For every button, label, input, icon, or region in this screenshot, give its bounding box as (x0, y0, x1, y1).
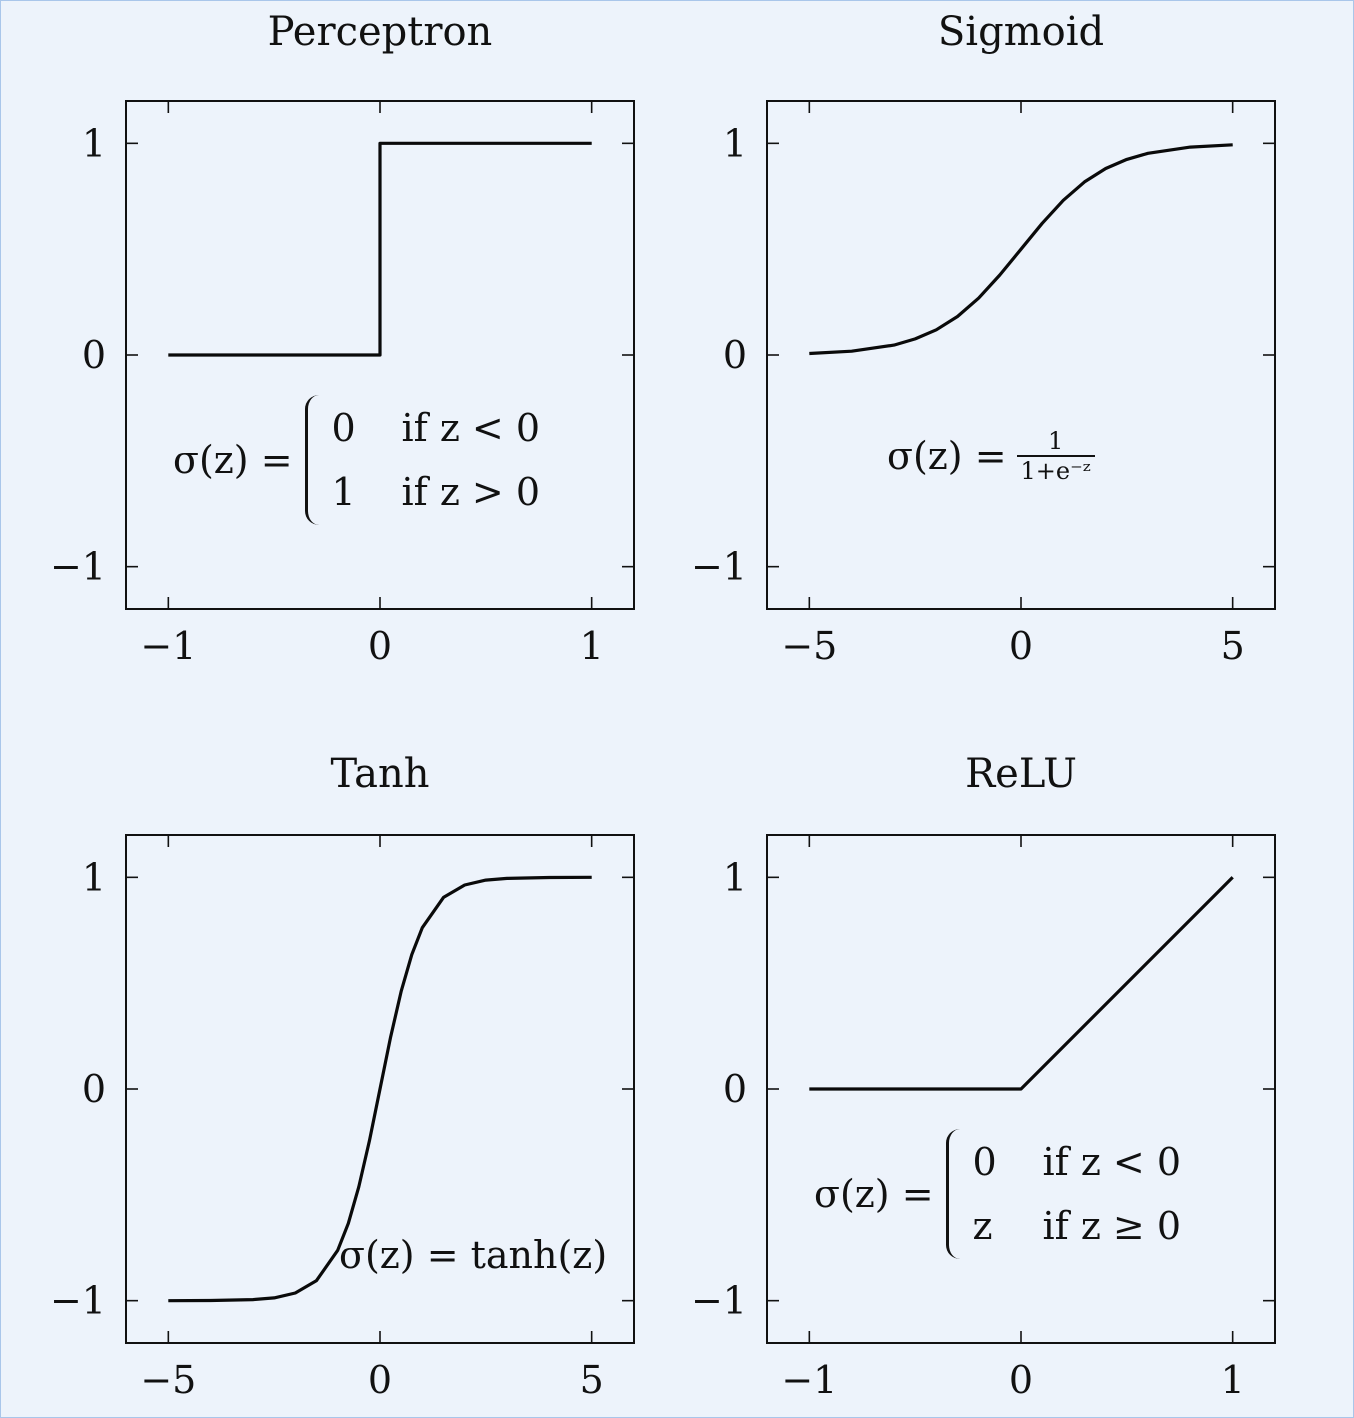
tanh-curve (168, 875, 592, 1303)
relu-panel: ReLU −1 0 1 −1 0 1 (691, 751, 1276, 1402)
tanh-y-tick-label: 1 (82, 855, 106, 899)
perceptron-formula-brace (304, 395, 322, 525)
relu-case-value: z (972, 1204, 993, 1248)
tanh-y-tick-label: 0 (82, 1067, 106, 1111)
tanh-formula: σ(z) = tanh(z) (339, 1233, 608, 1277)
relu-case-row: 0 if z < 0 (973, 1140, 1182, 1184)
relu-case-row: z if z ≥ 0 (973, 1204, 1182, 1248)
sigmoid-y-tick-label: 1 (723, 121, 747, 165)
perceptron-case-condition: if z > 0 (401, 470, 541, 514)
relu-y-tick-label: −1 (691, 1279, 747, 1323)
perceptron-y-tick-label: 0 (82, 333, 106, 377)
relu-x-tick-label: 0 (1009, 1358, 1033, 1402)
sigmoid-curve (809, 143, 1233, 356)
sigmoid-formula-denominator: 1+e⁻ᶻ (1016, 455, 1095, 485)
sigmoid-y-tick-label: 0 (723, 333, 747, 377)
sigmoid-formula-lhs: σ(z) = (887, 434, 1007, 478)
relu-formula: σ(z) = 0 if z < 0 z if z ≥ 0 (814, 1129, 1181, 1259)
perceptron-case-row: 1 if z > 0 (332, 470, 541, 514)
sigmoid-formula-numerator: 1 (1047, 427, 1064, 455)
relu-case-condition: if z ≥ 0 (1042, 1204, 1182, 1248)
relu-case-condition: if z < 0 (1042, 1140, 1182, 1184)
relu-formula-brace (945, 1129, 963, 1259)
relu-case-value: 0 (972, 1140, 997, 1184)
relu-curve (809, 876, 1234, 1091)
sigmoid-x-tick-label: −5 (781, 624, 837, 668)
perceptron-title: Perceptron (268, 9, 493, 55)
perceptron-curve (168, 141, 592, 357)
perceptron-case-value: 0 (331, 406, 356, 450)
tanh-x-tick-label: 5 (580, 1358, 604, 1402)
perceptron-x-tick-label: 0 (368, 624, 392, 668)
relu-x-tick-label: 1 (1221, 1358, 1245, 1402)
sigmoid-axes-frame (766, 100, 1276, 610)
tanh-x-tick-label: 0 (368, 1358, 392, 1402)
relu-x-tick-label: −1 (781, 1358, 837, 1402)
sigmoid-x-tick-label: 0 (1009, 624, 1033, 668)
perceptron-case-row: 0 if z < 0 (332, 406, 541, 450)
perceptron-case-condition: if z < 0 (401, 406, 541, 450)
relu-y-tick-label: 1 (723, 855, 747, 899)
perceptron-y-tick-label: −1 (50, 545, 106, 589)
sigmoid-formula: σ(z) = 1 1+e⁻ᶻ (887, 427, 1095, 485)
perceptron-panel: Perceptron −1 0 1 −1 0 1 (50, 9, 635, 668)
sigmoid-formula-fraction: 1 1+e⁻ᶻ (1016, 427, 1095, 485)
sigmoid-panel: Sigmoid −5 0 5 −1 0 1 (691, 9, 1276, 668)
sigmoid-x-tick-label: 5 (1221, 624, 1245, 668)
perceptron-formula: σ(z) = 0 if z < 0 1 if z > 0 (173, 395, 540, 525)
tanh-title: Tanh (331, 751, 430, 797)
perceptron-y-tick-label: 1 (82, 121, 106, 165)
tanh-panel: Tanh −5 0 5 −1 0 1 (50, 751, 635, 1402)
perceptron-formula-lhs: σ(z) = (173, 438, 293, 482)
perceptron-x-tick-label: −1 (140, 624, 196, 668)
sigmoid-title: Sigmoid (938, 9, 1104, 55)
tanh-y-tick-label: −1 (50, 1279, 106, 1323)
relu-title: ReLU (965, 751, 1077, 797)
sigmoid-y-tick-label: −1 (691, 545, 747, 589)
relu-formula-lhs: σ(z) = (814, 1172, 934, 1216)
perceptron-case-value: 1 (331, 470, 356, 514)
perceptron-x-tick-label: 1 (580, 624, 604, 668)
relu-y-tick-label: 0 (723, 1067, 747, 1111)
tanh-x-tick-label: −5 (140, 1358, 196, 1402)
